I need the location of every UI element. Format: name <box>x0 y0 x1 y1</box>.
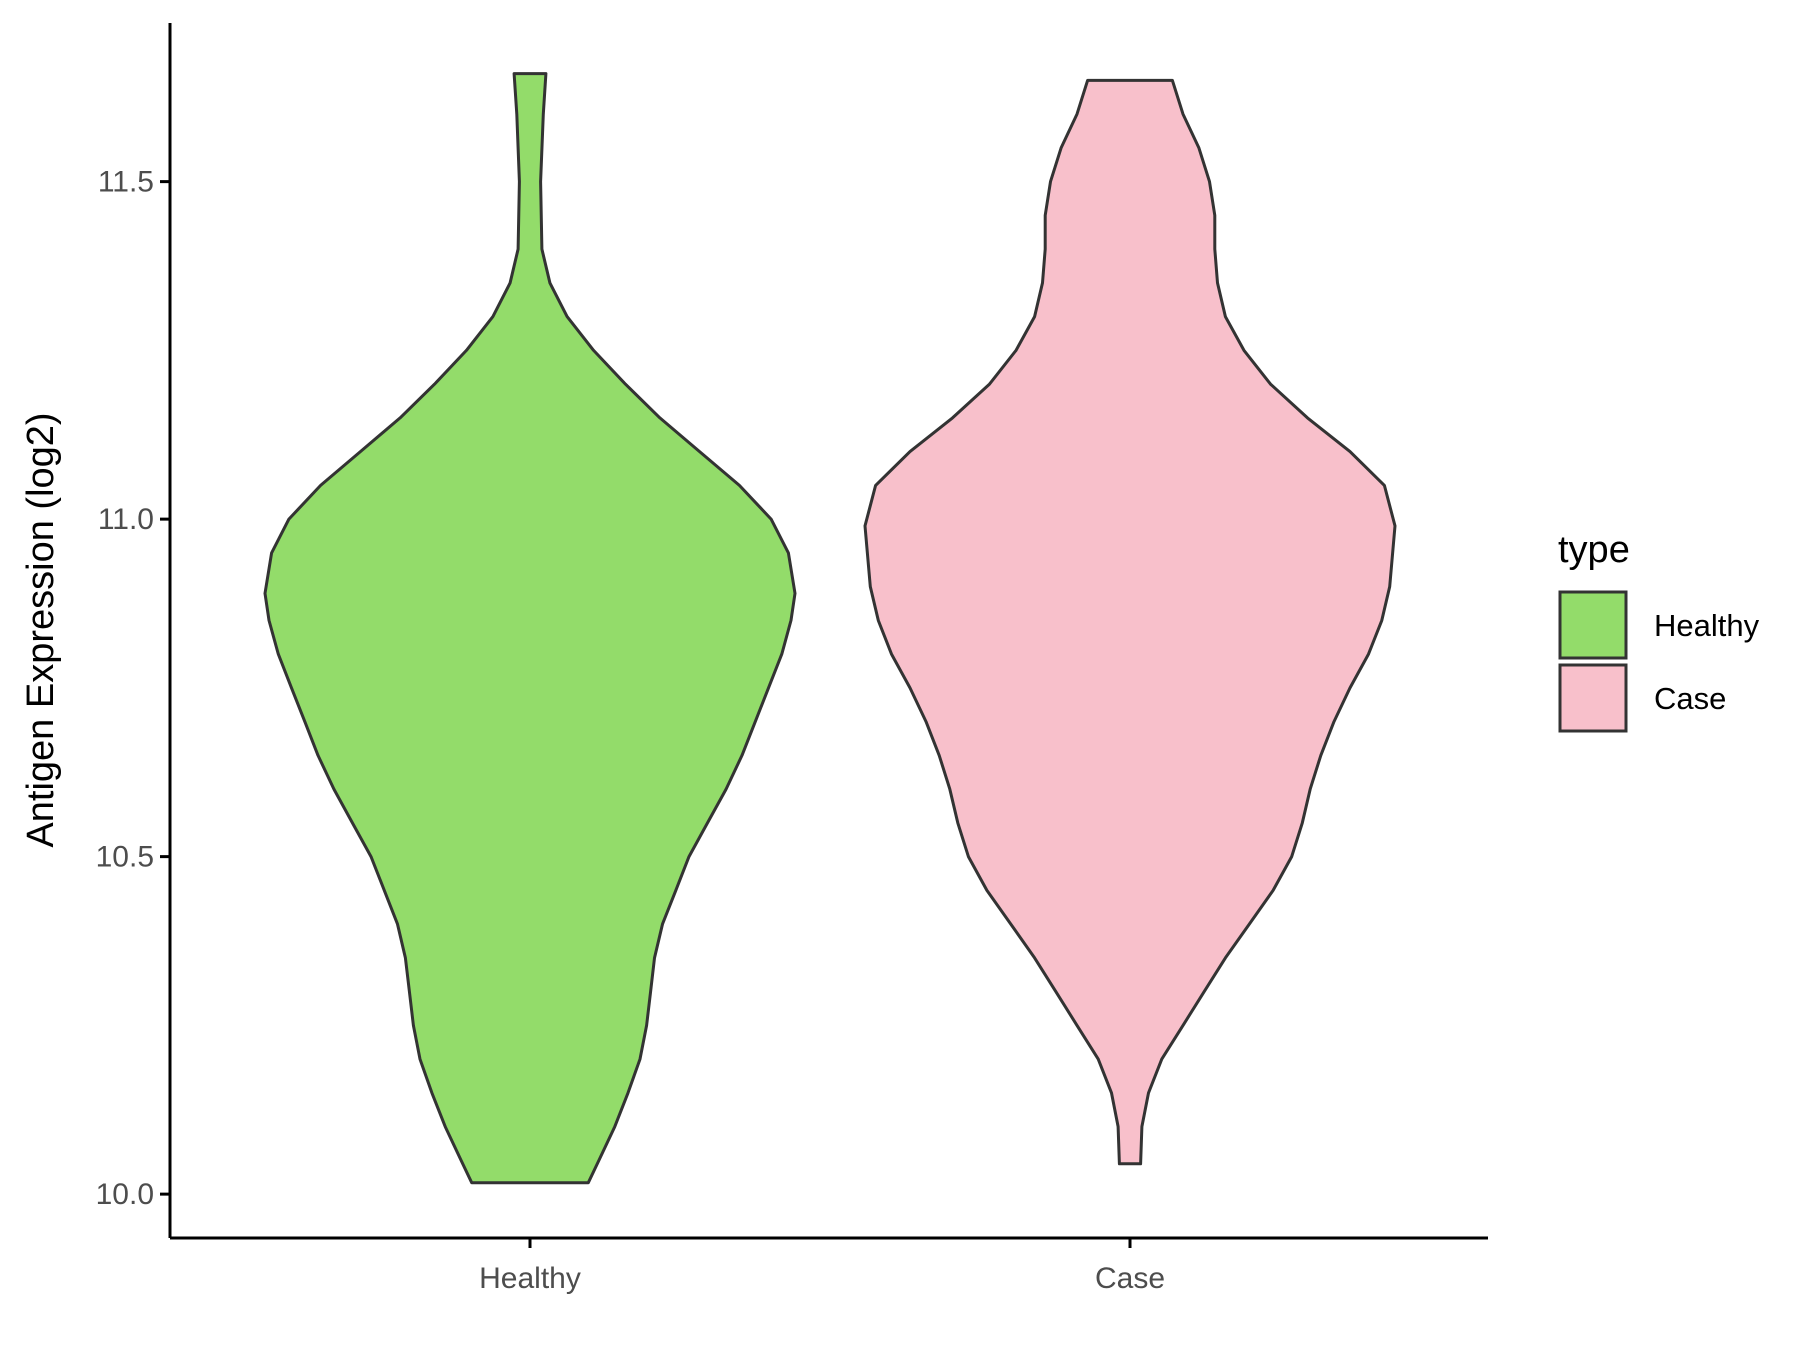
violin-healthy <box>263 72 797 1185</box>
legend: type Healthy Case <box>1558 529 1760 733</box>
axes-layer <box>168 23 1488 1240</box>
x-ticks-layer: Healthy Case <box>479 1238 1165 1295</box>
legend-key-healthy <box>1558 590 1628 660</box>
violins-layer <box>263 72 1397 1185</box>
x-tick-label: Case <box>1095 1262 1165 1295</box>
y-tick-label: 11.5 <box>98 166 154 199</box>
y-ticks-layer: 10.0 10.5 11.0 11.5 <box>96 166 170 1211</box>
y-tick-label: 10.0 <box>96 1178 154 1211</box>
violin-case <box>863 78 1397 1166</box>
y-tick-label: 10.5 <box>96 841 154 874</box>
x-tick-label: Healthy <box>479 1262 581 1295</box>
legend-entries: Healthy Case <box>1558 590 1760 733</box>
legend-key-case <box>1558 663 1628 733</box>
y-axis-title: Antigen Expression (log2) <box>20 412 62 847</box>
legend-label: Healthy <box>1654 608 1760 643</box>
y-tick-label: 11.0 <box>98 503 154 536</box>
legend-label: Case <box>1654 681 1726 716</box>
legend-title: type <box>1558 529 1630 571</box>
